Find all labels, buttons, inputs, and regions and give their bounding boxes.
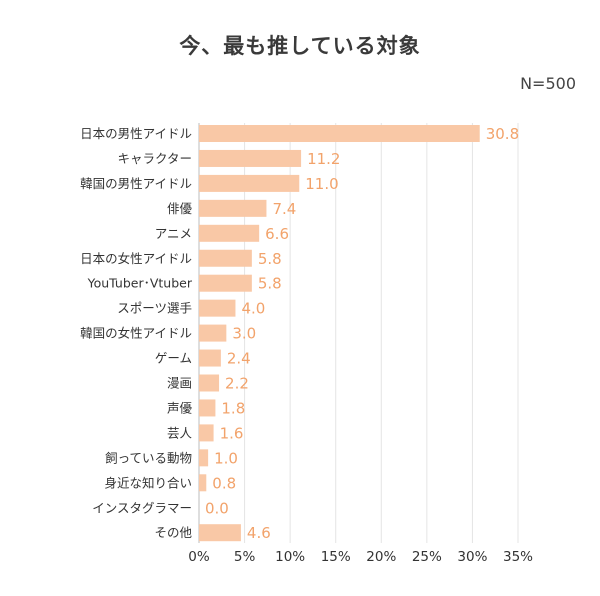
category-label: インスタグラマー (92, 500, 192, 515)
value-label: 30.8 (486, 125, 519, 143)
value-label: 6.6 (265, 225, 289, 243)
category-label: 日本の男性アイドル (80, 126, 192, 141)
value-label: 11.0 (305, 175, 338, 193)
bar (199, 424, 214, 442)
value-label: 3.0 (232, 325, 256, 343)
x-tick-label: 5% (234, 549, 256, 565)
bar (199, 324, 227, 342)
sample-size-label: N=500 (520, 74, 576, 93)
category-label: 漫画 (167, 376, 192, 391)
bar (199, 199, 267, 217)
bar (199, 224, 260, 242)
bar (199, 449, 209, 467)
value-label: 5.8 (258, 275, 282, 293)
x-tick-label: 35% (503, 549, 533, 565)
chart-title: 今、最も推している対象 (179, 34, 421, 58)
x-tick-label: 15% (321, 549, 351, 565)
value-label: 0.0 (205, 499, 229, 517)
bar (199, 274, 252, 292)
x-tick-label: 0% (188, 549, 210, 565)
value-label: 11.2 (307, 150, 340, 168)
bar (199, 299, 236, 317)
value-label: 7.4 (272, 200, 296, 218)
bar (199, 374, 220, 392)
category-label: 芸人 (167, 425, 193, 440)
value-labels: 30.8 11.2 11.0 7.4 6.6 5.8 5.8 4.0 3.0 2.4 2.2 1.8 1… (205, 125, 519, 542)
value-label: 2.4 (227, 350, 251, 368)
x-axis-ticks: 0% 5% 10% 15% 20% 25% 30% 35% (188, 549, 533, 565)
category-label: ゲーム (155, 351, 192, 366)
value-label: 1.8 (221, 399, 245, 417)
category-label: スポーツ選手 (117, 301, 192, 316)
bar (199, 249, 252, 267)
value-label: 2.2 (225, 375, 249, 393)
category-label: キャラクター (117, 151, 192, 166)
bar (199, 349, 221, 367)
x-tick-label: 25% (412, 549, 442, 565)
category-label: 飼っている動物 (105, 450, 192, 465)
category-label: 声優 (167, 400, 193, 415)
x-tick-label: 10% (275, 549, 305, 565)
value-label: 4.6 (247, 524, 271, 542)
bar (199, 524, 241, 542)
bar (199, 399, 216, 417)
category-label: 韓国の女性アイドル (80, 326, 192, 341)
x-tick-label: 30% (457, 549, 487, 565)
bar (199, 125, 480, 142)
category-label: 身近な知り合い (104, 475, 192, 490)
value-label: 1.6 (220, 424, 244, 442)
x-tick-label: 20% (366, 549, 396, 565)
category-label: 韓国の男性アイドル (80, 176, 192, 191)
category-label: その他 (154, 525, 192, 540)
category-label: アニメ (155, 226, 192, 241)
category-label: 日本の女性アイドル (80, 251, 192, 266)
value-label: 1.0 (214, 449, 238, 467)
category-label: 俳優 (167, 201, 193, 216)
value-label: 0.8 (212, 474, 236, 492)
bars (199, 125, 480, 542)
value-label: 5.8 (258, 250, 282, 268)
bar (199, 149, 302, 167)
value-label: 4.0 (241, 300, 265, 318)
bar (199, 474, 207, 492)
bar (199, 174, 300, 192)
category-label: YouTuber･Vtuber (87, 276, 193, 291)
